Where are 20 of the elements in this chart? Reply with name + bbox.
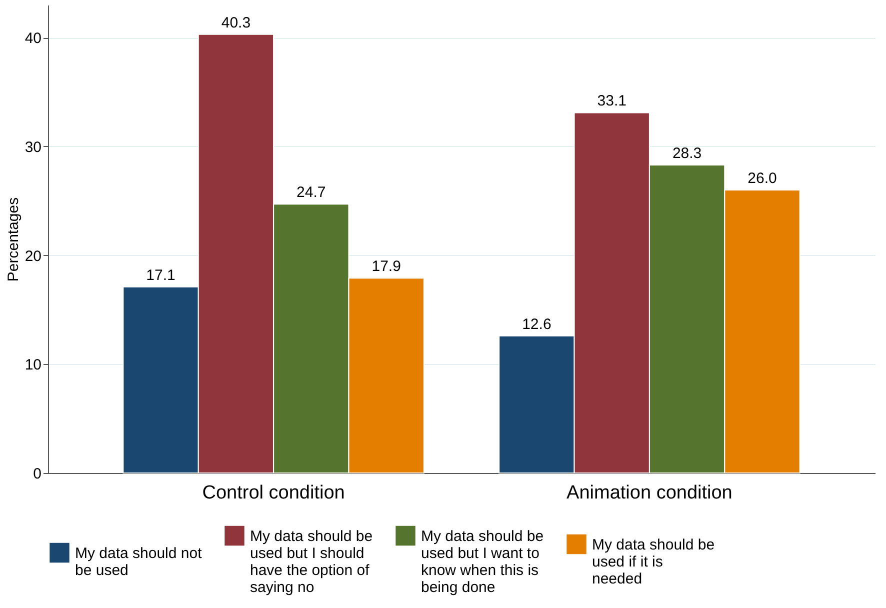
legend-label: My data should not be used (75, 544, 203, 579)
data-label: 17.9 (372, 258, 401, 276)
y-tick-label: 20 (24, 248, 42, 265)
data-label: 33.1 (597, 92, 626, 110)
data-label: 40.3 (221, 14, 251, 32)
data-label: 26.0 (748, 170, 777, 188)
y-tick-label: 10 (24, 356, 42, 374)
legend-label: My data should be used but I should have the option of saying no (250, 528, 373, 596)
legend-label: My data should be used if it is needed (592, 536, 715, 588)
y-tick-label: 0 (33, 466, 42, 482)
data-label: 28.3 (672, 144, 702, 162)
data-label: 12.6 (522, 316, 552, 333)
data-label: 24.7 (296, 184, 326, 202)
x-tick-label: Animation condition (566, 482, 732, 504)
y-axis-title: Percentages (4, 197, 22, 282)
legend-label: My data should be used but I want to know when this is being done (421, 528, 544, 596)
y-tick-label: 40 (24, 30, 42, 48)
y-tick-label: 30 (24, 138, 42, 156)
data-label: 17.1 (146, 266, 176, 284)
x-tick-label: Control condition (202, 482, 345, 504)
